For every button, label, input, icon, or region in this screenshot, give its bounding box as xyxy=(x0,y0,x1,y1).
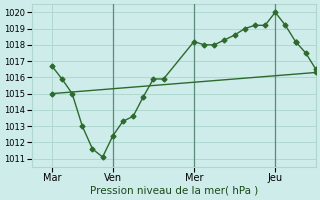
X-axis label: Pression niveau de la mer( hPa ): Pression niveau de la mer( hPa ) xyxy=(90,186,258,196)
